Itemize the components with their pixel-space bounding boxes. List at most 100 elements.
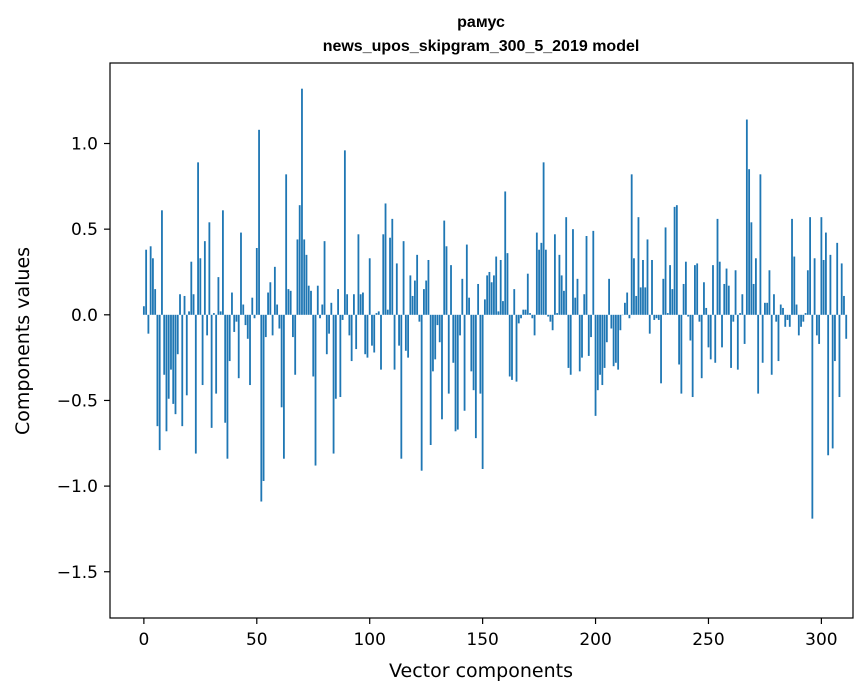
bar [278,314,281,329]
bar [188,311,190,315]
bar [544,249,547,315]
bar [334,314,337,399]
bar [389,237,391,315]
bar [493,275,495,315]
bar [382,234,385,315]
bar [619,314,622,331]
x-tick-label: 300 [805,630,837,650]
bar [603,314,606,368]
bar [770,314,773,375]
bar [359,294,362,315]
bar [563,290,565,315]
bar [786,314,789,320]
bar [718,261,721,315]
bar [612,314,615,367]
bar [346,294,349,315]
bar [576,278,579,315]
bar [375,313,378,315]
bar [447,314,450,394]
y-tick-label: −1.0 [57,477,98,497]
bar [339,314,342,398]
bar [287,289,290,315]
bar [400,314,403,459]
bar [608,278,610,315]
bar [262,314,265,481]
bar [377,311,380,315]
bar [707,314,710,348]
bar [362,292,364,315]
x-tick-label: 100 [353,630,385,650]
bar [662,278,665,315]
bar [298,205,301,315]
bar [486,275,489,315]
bar [806,270,809,315]
bar [829,254,832,315]
bar [689,314,692,341]
bar [161,210,163,315]
bar [343,150,346,315]
bar [425,280,428,315]
bar [811,314,814,519]
bar [456,314,459,430]
bar [569,314,572,375]
bar [680,314,683,394]
bar [639,287,642,315]
bar [219,311,222,315]
bar [800,314,802,327]
bar [483,299,486,315]
bar [714,314,717,363]
bar [804,313,807,315]
bar [587,314,590,356]
bar [366,314,369,358]
bar [761,314,764,363]
bar [700,314,703,379]
bar [592,230,595,315]
bar [260,314,263,502]
bar [427,259,430,315]
bar [301,88,303,315]
bar [267,292,269,315]
bar [332,314,335,454]
x-tick-label: 0 [138,630,149,650]
bar [323,241,326,315]
bar [305,254,308,315]
bar [163,314,166,375]
bar [158,314,161,451]
bar [513,289,516,315]
bar [271,314,274,336]
bar [348,314,351,336]
bar [748,169,751,315]
bar [671,289,674,315]
bar [734,270,737,315]
bar [402,241,405,315]
bar [499,259,502,315]
bar [355,314,358,350]
bar [739,313,741,315]
bar [479,314,482,394]
bar [190,261,193,315]
bar [793,256,796,315]
bar [515,314,518,382]
bar [766,302,769,315]
bar [657,314,660,320]
bar [777,314,780,362]
bar [395,263,398,315]
bars-group [142,88,848,519]
bar [797,314,800,336]
bar [565,217,568,315]
bar [614,314,617,363]
bar [578,314,581,372]
bar [210,314,213,428]
bar [624,302,626,315]
bar [768,270,771,315]
bar [524,309,527,315]
y-tick-label: 1.0 [71,135,98,155]
bar [441,314,443,420]
bar [538,249,540,315]
bar [547,314,550,317]
bar [802,314,805,322]
bar [741,294,744,315]
bar [183,295,186,315]
y-tick-label: 0.5 [71,220,98,240]
bar [752,283,755,315]
